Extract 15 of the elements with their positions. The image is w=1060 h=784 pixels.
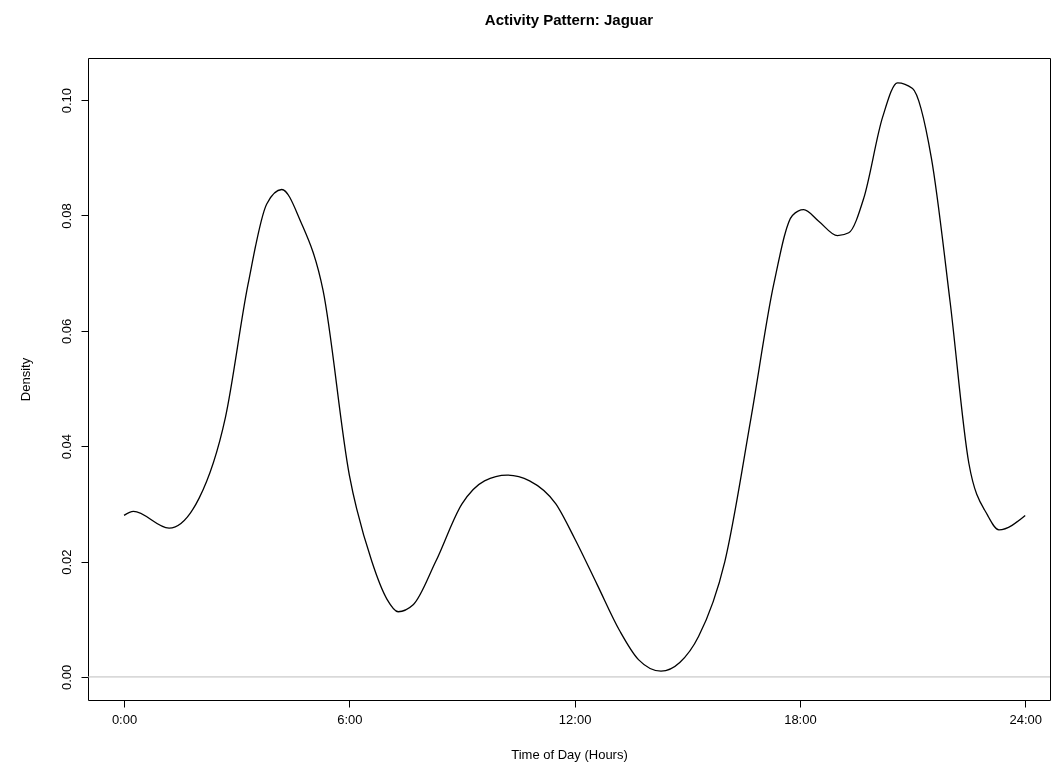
- x-tick-label: 24:00: [1009, 711, 1042, 727]
- y-tick-label: 0.02: [58, 549, 74, 575]
- y-tick-label: 0.04: [58, 434, 74, 460]
- x-tick-label: 12:00: [558, 711, 592, 727]
- y-tick-label: 0.10: [58, 87, 74, 114]
- y-tick-label: 0.08: [58, 203, 74, 229]
- y-axis-title: Density: [17, 357, 33, 402]
- y-tick-label: 0.00: [58, 664, 74, 691]
- x-tick-label: 6:00: [337, 711, 363, 727]
- y-tick-label: 0.06: [58, 318, 74, 344]
- chart-title: Activity Pattern: Jaguar: [484, 11, 654, 28]
- x-tick-label: 18:00: [784, 711, 817, 727]
- x-tick-label: 0:00: [111, 711, 138, 727]
- line-series: [123, 82, 1026, 672]
- x-axis-title: Time of Day (Hours): [511, 746, 628, 762]
